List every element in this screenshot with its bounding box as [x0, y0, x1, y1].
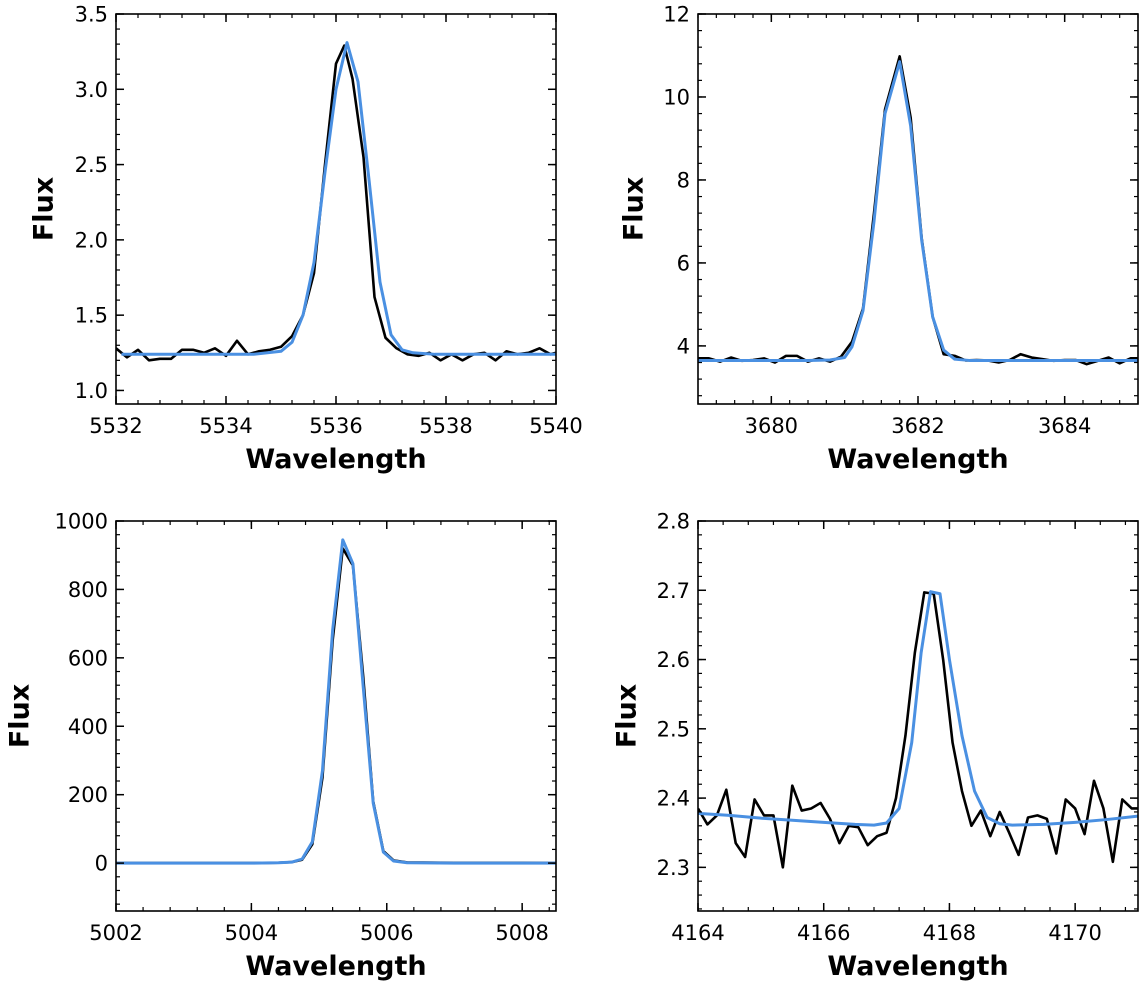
x-tick-label: 3682	[891, 414, 944, 438]
y-axis-label: Flux	[612, 684, 643, 748]
y-tick-label: 1000	[55, 510, 108, 534]
y-axis-label: Flux	[619, 177, 650, 241]
y-tick-label: 3.5	[75, 3, 108, 27]
x-tick-label: 5538	[419, 414, 472, 438]
y-tick-label: 1.5	[75, 304, 108, 328]
x-tick-label: 5540	[529, 414, 582, 438]
panel-2: 3680 3682 3684 4 6 8 10 12 Wavelength Flux	[619, 3, 1139, 475]
x-tick-label: 4166	[797, 921, 850, 945]
y-tick-label: 800	[68, 578, 108, 602]
series-data-line	[698, 591, 1138, 869]
axes-frame	[115, 13, 557, 405]
x-tick-label: 5532	[89, 414, 142, 438]
x-tick-label: 4170	[1048, 921, 1101, 945]
x-tick-label: 5008	[495, 921, 548, 945]
series-fit-line	[698, 590, 1138, 827]
y-tick-label: 2.6	[657, 648, 690, 672]
x-tick-label: 4164	[671, 921, 724, 945]
series-fit-line	[116, 538, 556, 865]
y-tick-label: 2.5	[657, 717, 690, 741]
y-tick-label: 10	[663, 85, 690, 109]
x-tick-label: 5004	[225, 921, 278, 945]
y-tick-label: 200	[68, 783, 108, 807]
axes-frame	[115, 520, 557, 912]
series-fit-line	[698, 60, 1138, 362]
y-tick-label: 400	[68, 715, 108, 739]
x-tick-label: 4168	[923, 921, 976, 945]
x-axis-label: Wavelength	[827, 444, 1008, 475]
y-tick-label: 2.3	[657, 856, 690, 880]
axes-frame	[697, 13, 1139, 405]
y-tick-label: 8	[677, 168, 690, 192]
y-tick-label: 0	[95, 852, 108, 876]
y-tick-label: 2.4	[657, 787, 690, 811]
panel-3: 5002 5004 5006 5008 0 200 400 600 800 1000 Wavelen…	[5, 510, 557, 982]
y-tick-label: 12	[663, 3, 690, 27]
panel-4: 4164 4166 4168 4170 2.3 2.4 2.5 2.6 2.7 2.8 Wavele…	[612, 510, 1139, 982]
y-tick-label: 600	[68, 646, 108, 670]
y-tick-label: 2.5	[75, 153, 108, 177]
x-tick-label: 3684	[1038, 414, 1091, 438]
y-tick-label: 2.0	[75, 228, 108, 252]
x-tick-label: 5536	[309, 414, 362, 438]
y-tick-label: 2.8	[657, 510, 690, 534]
y-tick-label: 6	[677, 251, 690, 275]
series-fit-line	[121, 41, 556, 356]
x-tick-label: 5002	[89, 921, 142, 945]
x-tick-label: 3680	[745, 414, 798, 438]
panel-1: 5532 5534 5536 5538 5540 1.0 1.5 2.0 2.5 3.0 3.5 Wa…	[29, 3, 583, 476]
y-tick-label: 3.0	[75, 78, 108, 102]
x-axis-label: Wavelength	[827, 951, 1008, 982]
y-tick-label: 4	[677, 334, 690, 358]
y-tick-label: 1.0	[75, 379, 108, 403]
y-axis-label: Flux	[5, 684, 36, 748]
x-axis-label: Wavelength	[245, 444, 426, 475]
x-tick-label: 5006	[360, 921, 413, 945]
axes-frame	[697, 520, 1139, 912]
y-tick-label: 2.7	[657, 579, 690, 603]
x-tick-label: 5534	[199, 414, 252, 438]
y-axis-label: Flux	[29, 177, 60, 241]
x-axis-label: Wavelength	[245, 951, 426, 982]
